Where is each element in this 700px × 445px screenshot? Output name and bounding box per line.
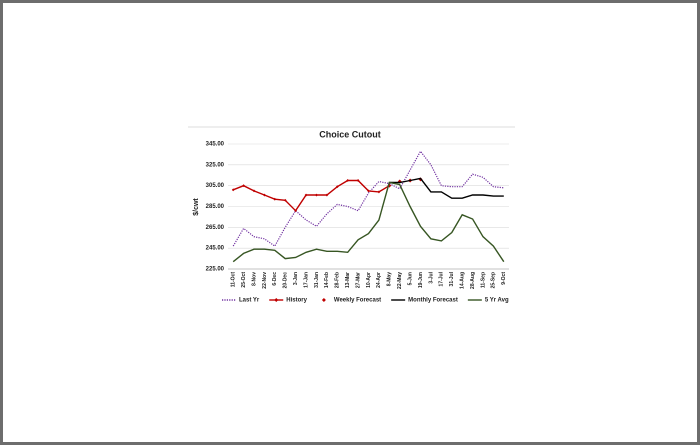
x-tick-label: 25-Sep [491, 272, 497, 288]
y-tick-label: 305.00 [206, 183, 225, 189]
x-tick-label: 5-Jun [407, 272, 413, 285]
series-marker [242, 184, 246, 188]
y-axis-label: $/cwt [193, 198, 200, 216]
series-marker [263, 193, 266, 197]
x-tick-label: 31-Jan [314, 272, 320, 288]
x-tick-label: 10-Apr [366, 272, 372, 288]
legend-label: History [286, 298, 307, 304]
series-marker [356, 179, 360, 182]
x-tick-label: 9-Oct [501, 272, 507, 285]
x-tick-label: 24-Apr [376, 272, 382, 288]
series-line [232, 181, 505, 263]
legend-label: 5 Yr Avg [485, 298, 509, 304]
series-marker [335, 185, 339, 189]
y-tick-label: 345.00 [206, 142, 225, 148]
x-tick-label: 28-Feb [335, 272, 341, 288]
x-tick-label: 14-Feb [324, 272, 330, 288]
x-tick-label: 28-Aug [470, 272, 476, 289]
chart-title: Choice Cutout [319, 129, 381, 139]
y-tick-label: 225.00 [206, 267, 225, 273]
legend-marker [321, 298, 326, 302]
series-line [232, 150, 504, 247]
x-tick-label: 17-Jul [439, 271, 445, 286]
series-line [389, 177, 504, 199]
x-tick-label: 14-Aug [459, 272, 465, 289]
legend-label: Monthly Forecast [408, 298, 458, 304]
series-marker [252, 189, 256, 193]
series-line [232, 179, 390, 212]
x-tick-label: 19-Jun [418, 272, 424, 288]
x-tick-label: 3-Jul [428, 271, 434, 283]
series-marker [273, 197, 277, 201]
x-tick-label: 8-Nov [251, 272, 257, 286]
legend-marker [274, 298, 279, 302]
x-tick-label: 22-May [397, 272, 403, 289]
x-tick-label: 13-Mar [345, 272, 351, 288]
series-marker [367, 189, 370, 193]
series-marker [231, 188, 235, 192]
x-tick-label: 17-Jan [303, 272, 309, 288]
series-marker [304, 193, 308, 197]
series-marker [346, 179, 350, 182]
x-tick-label: 11-Sep [480, 272, 486, 288]
x-tick-label: 25-Oct [241, 272, 247, 288]
x-tick-label: 31-Jul [449, 271, 455, 286]
y-tick-label: 285.00 [206, 204, 225, 210]
x-tick-label: 11-Oct [231, 272, 237, 288]
x-tick-label: 20-Dec [283, 272, 289, 289]
x-tick-label: 27-Mar [355, 272, 361, 288]
series-marker [315, 193, 318, 197]
series-marker [377, 190, 381, 194]
y-tick-label: 245.00 [206, 246, 225, 252]
x-tick-label: 3-Jan [293, 272, 299, 285]
series-marker [283, 198, 287, 202]
y-tick-label: 325.00 [206, 162, 225, 168]
x-tick-label: 22-Nov [262, 272, 268, 289]
legend-label: Last Yr [239, 298, 260, 304]
x-tick-label: 6-Dec [272, 272, 278, 286]
x-tick-label: 8-May [387, 272, 393, 286]
series-marker [294, 209, 298, 213]
legend-label: Weekly Forecast [334, 298, 381, 304]
series-marker [325, 193, 329, 197]
y-tick-label: 265.00 [206, 225, 225, 231]
